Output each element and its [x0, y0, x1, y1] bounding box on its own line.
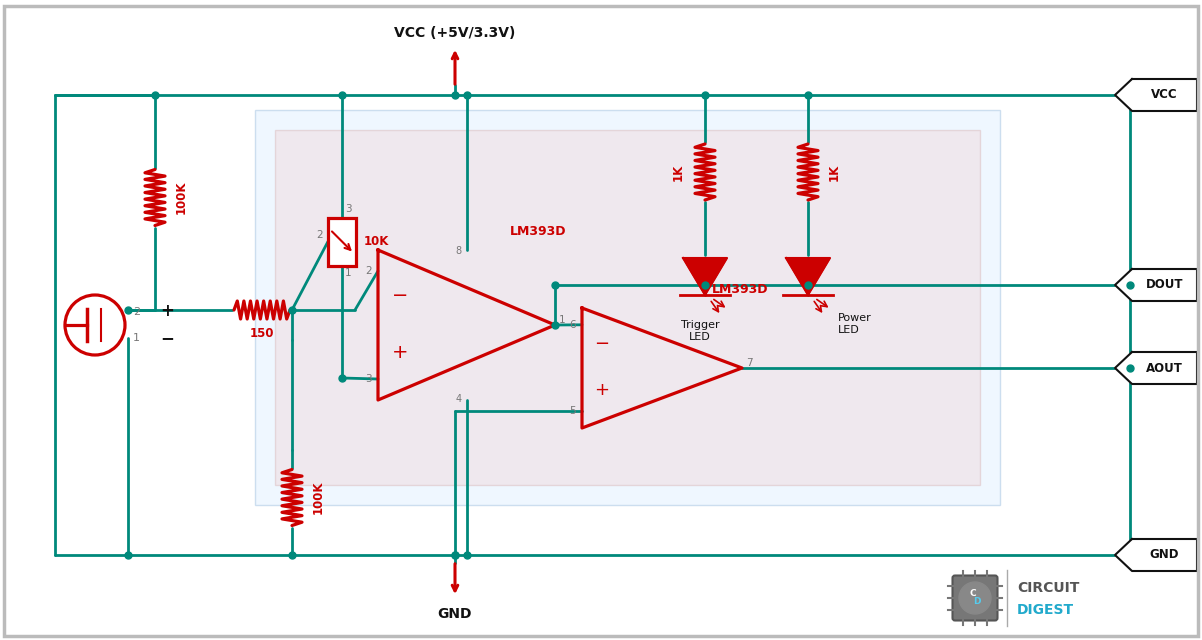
Text: 1: 1 [133, 333, 139, 343]
Text: DOUT: DOUT [1146, 278, 1183, 291]
Text: 3: 3 [345, 205, 352, 214]
Text: 10K: 10K [364, 235, 389, 248]
Polygon shape [1115, 269, 1197, 301]
Polygon shape [1115, 539, 1197, 571]
Text: GND: GND [438, 607, 472, 621]
Text: DIGEST: DIGEST [1017, 603, 1075, 617]
Text: CIRCUIT: CIRCUIT [1017, 581, 1079, 595]
FancyBboxPatch shape [275, 130, 980, 485]
Text: 100K: 100K [313, 481, 325, 515]
Text: VCC (+5V/3.3V): VCC (+5V/3.3V) [394, 26, 516, 40]
Text: 3: 3 [365, 374, 371, 384]
Text: GND: GND [1150, 548, 1179, 561]
Text: VCC: VCC [1152, 88, 1178, 102]
Bar [328, 218, 356, 266]
Text: 5: 5 [570, 406, 576, 416]
Text: LM393D: LM393D [712, 283, 768, 296]
Circle shape [959, 582, 990, 614]
Text: AOUT: AOUT [1146, 362, 1183, 374]
Text: −: − [160, 329, 174, 347]
Text: 8: 8 [456, 246, 462, 256]
Text: +: + [392, 344, 409, 362]
Text: +: + [594, 381, 609, 399]
Text: LM393D: LM393D [510, 225, 566, 238]
Text: Power
LED: Power LED [838, 313, 871, 335]
Text: 2: 2 [133, 307, 141, 317]
Text: 2: 2 [365, 266, 371, 276]
Polygon shape [683, 258, 727, 295]
FancyBboxPatch shape [952, 575, 998, 621]
Text: 150: 150 [250, 327, 274, 340]
Text: 1K: 1K [672, 163, 685, 180]
Text: 100K: 100K [175, 180, 188, 214]
Text: 4: 4 [456, 394, 462, 404]
Text: D: D [974, 598, 981, 607]
Polygon shape [1115, 79, 1197, 111]
FancyBboxPatch shape [255, 110, 1000, 505]
Text: −: − [392, 285, 409, 305]
Text: 2: 2 [316, 230, 323, 241]
Text: Trigger
LED: Trigger LED [680, 320, 719, 342]
Text: 7: 7 [746, 358, 752, 368]
Text: +: + [160, 302, 174, 320]
Polygon shape [786, 258, 831, 295]
Text: C: C [970, 589, 976, 598]
Text: −: − [594, 335, 609, 353]
Text: 6: 6 [570, 320, 576, 330]
Text: 1: 1 [345, 268, 352, 278]
Polygon shape [1115, 352, 1197, 384]
Text: 1K: 1K [828, 163, 841, 180]
Text: 1: 1 [559, 315, 566, 325]
